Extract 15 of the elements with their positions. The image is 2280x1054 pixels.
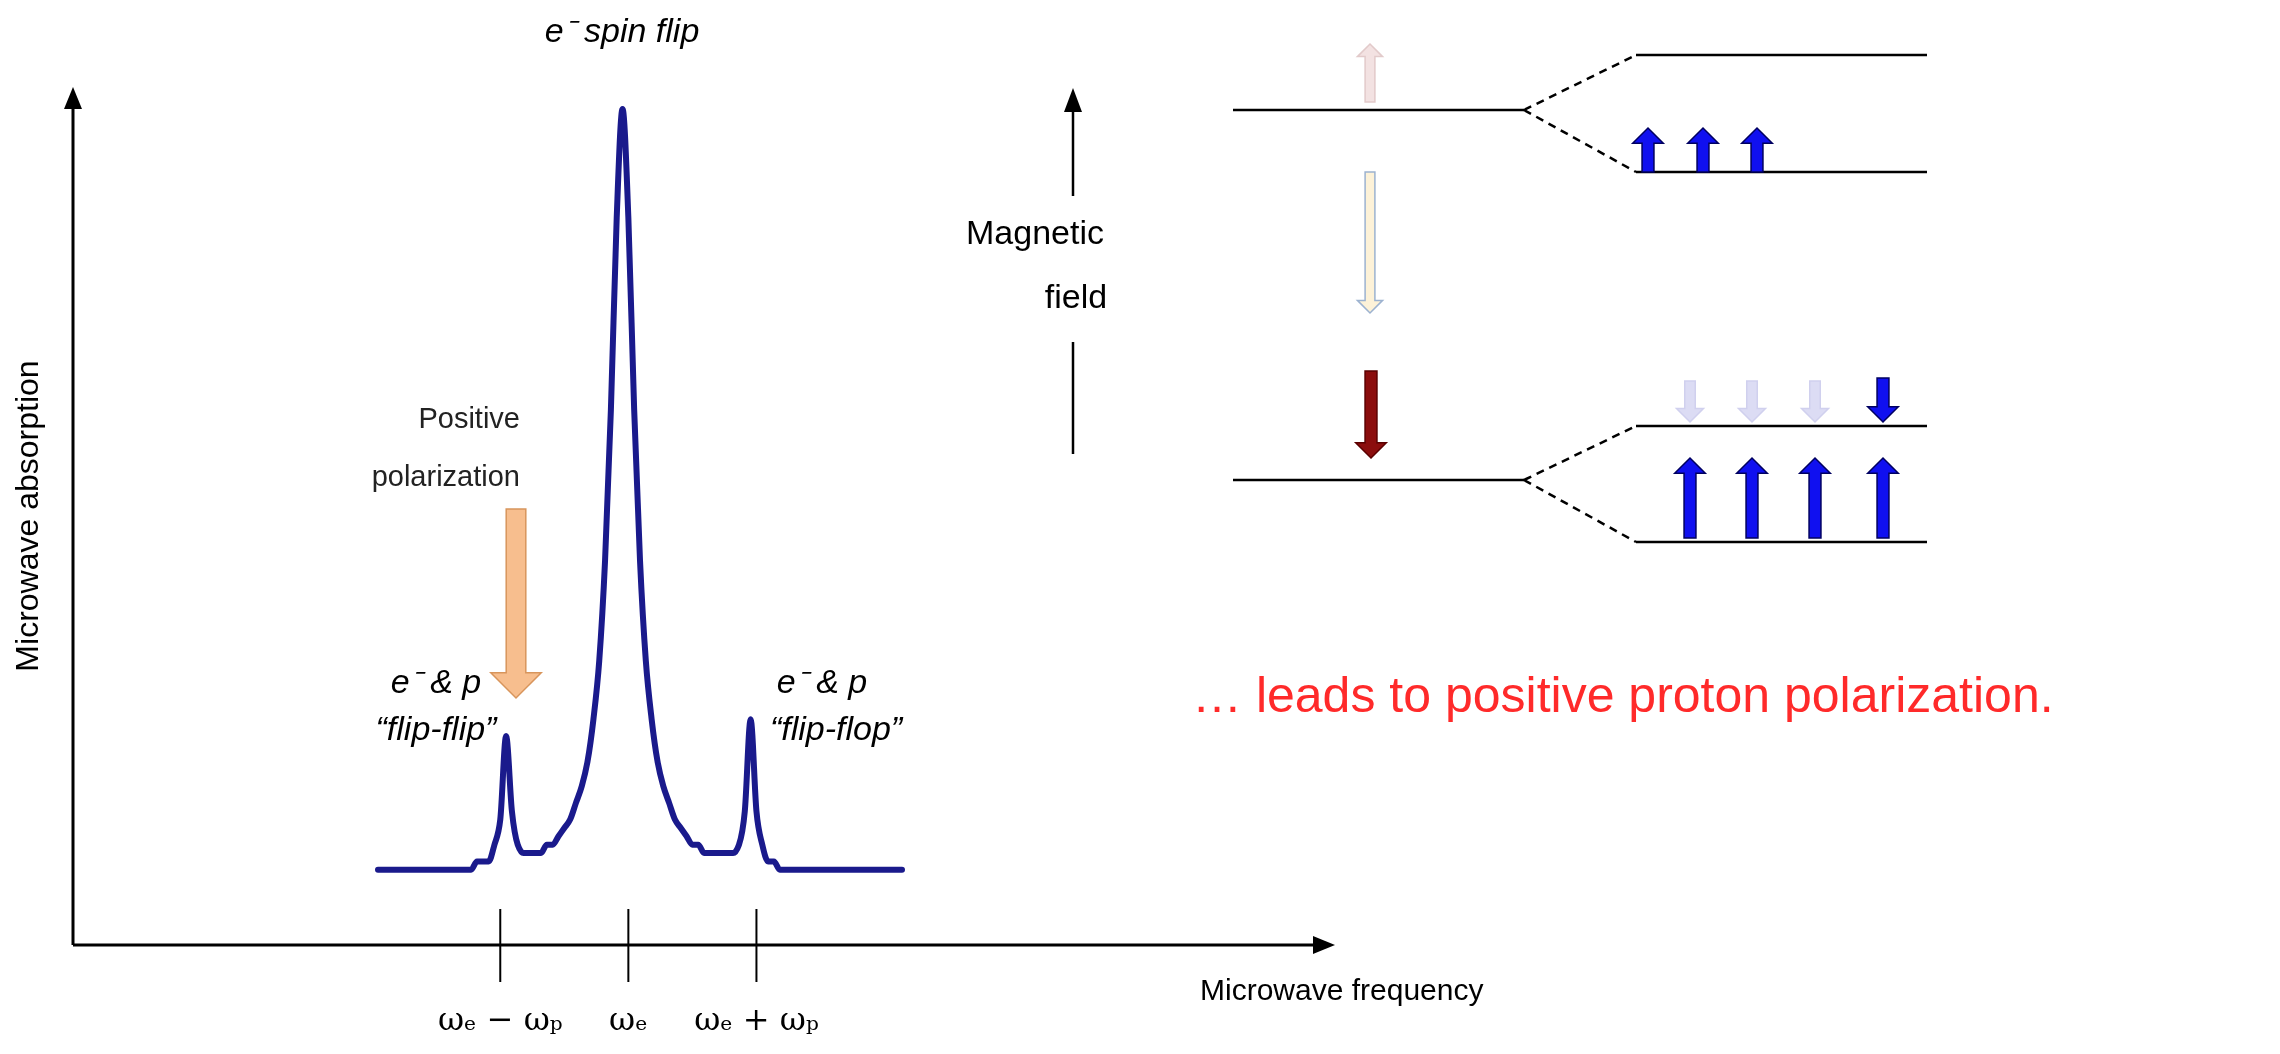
- x-tick-label: ωₑ + ωₚ: [694, 1000, 819, 1038]
- annotation: “flip-flip”: [375, 709, 499, 747]
- text: Magnetic: [966, 213, 1104, 251]
- text: Microwave frequency: [1200, 973, 1484, 1006]
- annotation: Positive: [418, 402, 520, 434]
- text: field: [1044, 277, 1108, 315]
- annotation: e⁻ & p: [776, 662, 868, 700]
- annotation: polarization: [371, 460, 520, 492]
- x-tick-label: ωₑ: [609, 1000, 648, 1038]
- annotation: e⁻ & p: [390, 662, 482, 700]
- x-tick-label: ωₑ − ωₚ: [438, 1000, 563, 1038]
- text: Microwave absorption: [9, 360, 45, 672]
- text: e⁻ spin flip: [544, 11, 700, 49]
- text: … leads to positive proton polarization.: [1192, 667, 2054, 723]
- annotation: “flip-flop”: [769, 709, 904, 747]
